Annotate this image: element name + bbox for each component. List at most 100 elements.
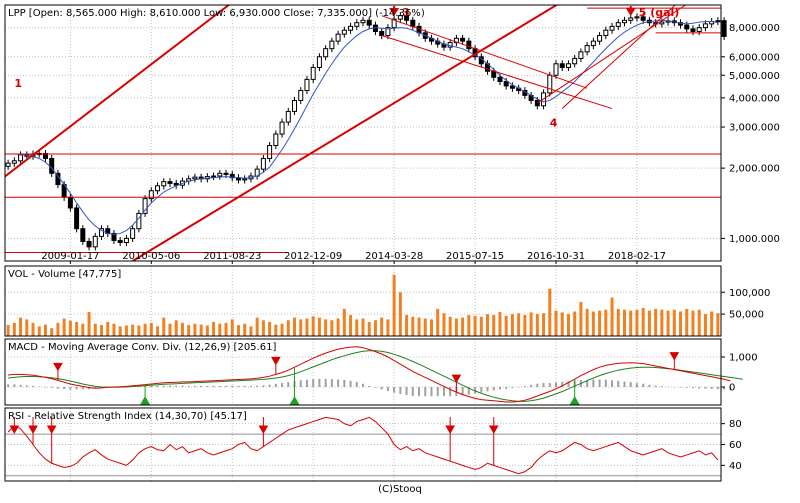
- macd-hist-62: [393, 387, 396, 393]
- macd-hist-33: [212, 385, 215, 387]
- macd-hist-111: [698, 387, 701, 389]
- candle-body-41: [260, 157, 266, 170]
- rsi-line: [7, 416, 719, 475]
- candle-body-72: [453, 37, 459, 44]
- volume-bar-31: [199, 324, 203, 336]
- macd-hist-4: [32, 385, 35, 387]
- candle-body-51: [323, 48, 329, 58]
- macd-sell-marker-3: [669, 352, 680, 361]
- candle-body-78: [491, 70, 497, 78]
- candle-body-48: [304, 78, 310, 92]
- macd-hist-58: [368, 385, 371, 387]
- macd-hist-36: [231, 385, 234, 387]
- volume-bar-114: [716, 313, 720, 336]
- macd-hist-81: [511, 387, 514, 389]
- ytick-label-rsi-1: 60: [729, 440, 742, 451]
- annotation-3: 5 (gal): [639, 6, 680, 19]
- candle-body-81: [509, 85, 515, 89]
- candle-body-63: [397, 15, 403, 20]
- macd-hist-37: [237, 385, 240, 387]
- candle-body-53: [335, 33, 341, 42]
- macd-hist-93: [586, 379, 589, 387]
- candle-body-87: [547, 74, 553, 94]
- volume-bar-62: [392, 274, 396, 336]
- volume-bar-40: [255, 317, 259, 336]
- candle-body-30: [192, 176, 198, 180]
- volume-bar-23: [149, 322, 153, 336]
- candle-body-25: [161, 181, 167, 187]
- macd-hist-74: [467, 387, 470, 395]
- macd-hist-0: [7, 384, 10, 387]
- panel-frame-price: [4, 4, 722, 262]
- macd-hist-54: [343, 379, 346, 387]
- macd-hist-73: [461, 387, 464, 396]
- volume-bar-53: [336, 318, 340, 336]
- macd-hist-49: [312, 379, 315, 387]
- volume-bar-46: [293, 317, 297, 336]
- candle-body-90: [565, 63, 571, 68]
- macd-hist-35: [225, 385, 228, 387]
- macd-hist-88: [555, 382, 558, 387]
- volume-bar-5: [37, 326, 41, 336]
- macd-hist-101: [635, 382, 638, 387]
- macd-hist-32: [206, 385, 209, 387]
- rsi-sell-marker-0: [9, 425, 20, 435]
- trend-line-7: [561, 5, 676, 109]
- volume-bar-49: [311, 316, 315, 336]
- candle-body-58: [366, 19, 372, 26]
- volume-bar-14: [93, 323, 97, 336]
- volume-bar-25: [162, 317, 166, 336]
- candle-body-14: [92, 235, 98, 248]
- macd-hist-83: [523, 385, 526, 387]
- macd-hist-95: [598, 379, 601, 387]
- macd-hist-45: [287, 382, 290, 387]
- volume-bar-47: [299, 319, 303, 336]
- macd-sell-marker-2: [451, 374, 462, 384]
- volume-bar-21: [137, 325, 141, 336]
- candle-body-2: [18, 154, 24, 162]
- macd-hist-65: [411, 387, 414, 396]
- volume-bar-26: [168, 323, 172, 336]
- candle-body-95: [597, 35, 603, 42]
- candle-body-115: [721, 20, 727, 37]
- macd-hist-9: [63, 387, 66, 390]
- volume-bar-68: [429, 319, 433, 336]
- macd-buy-marker-1: [289, 395, 300, 405]
- candle-body-88: [553, 63, 559, 76]
- annotation-arrow-3: [625, 8, 636, 16]
- macd-hist-30: [193, 385, 196, 387]
- candle-body-27: [173, 182, 179, 186]
- volume-bar-63: [398, 292, 402, 336]
- volume-bar-4: [31, 322, 35, 336]
- candle-body-19: [123, 237, 129, 244]
- macd-hist-25: [162, 385, 165, 387]
- macd-hist-3: [25, 385, 28, 387]
- volume-bar-12: [81, 323, 85, 336]
- macd-hist-61: [386, 387, 389, 392]
- volume-bar-61: [386, 319, 390, 336]
- volume-bar-72: [454, 318, 458, 336]
- volume-bar-103: [647, 310, 651, 336]
- ytick-label-rsi-2: 80: [729, 419, 742, 430]
- volume-bar-91: [573, 311, 577, 336]
- macd-hist-87: [548, 382, 551, 387]
- macd-hist-78: [492, 387, 495, 391]
- macd-sell-marker-0: [53, 362, 63, 372]
- volume-bar-71: [448, 316, 452, 336]
- volume-bar-45: [286, 320, 290, 336]
- macd-hist-79: [498, 387, 501, 390]
- panel-title-volume: VOL - Volume [47,775]: [8, 269, 121, 280]
- volume-bar-76: [479, 316, 483, 336]
- candle-body-57: [360, 19, 366, 24]
- macd-hist-89: [561, 381, 564, 387]
- candle-body-49: [310, 66, 316, 80]
- volume-bar-100: [629, 310, 633, 336]
- volume-bar-39: [249, 326, 253, 336]
- macd-hist-59: [374, 387, 377, 388]
- annotation-arrow-1: [389, 8, 400, 16]
- volume-bar-66: [417, 317, 421, 336]
- macd-hist-96: [604, 379, 607, 387]
- macd-hist-70: [442, 387, 445, 397]
- volume-bar-90: [566, 314, 570, 336]
- xtick-label-5: 2015-07-15: [446, 251, 504, 262]
